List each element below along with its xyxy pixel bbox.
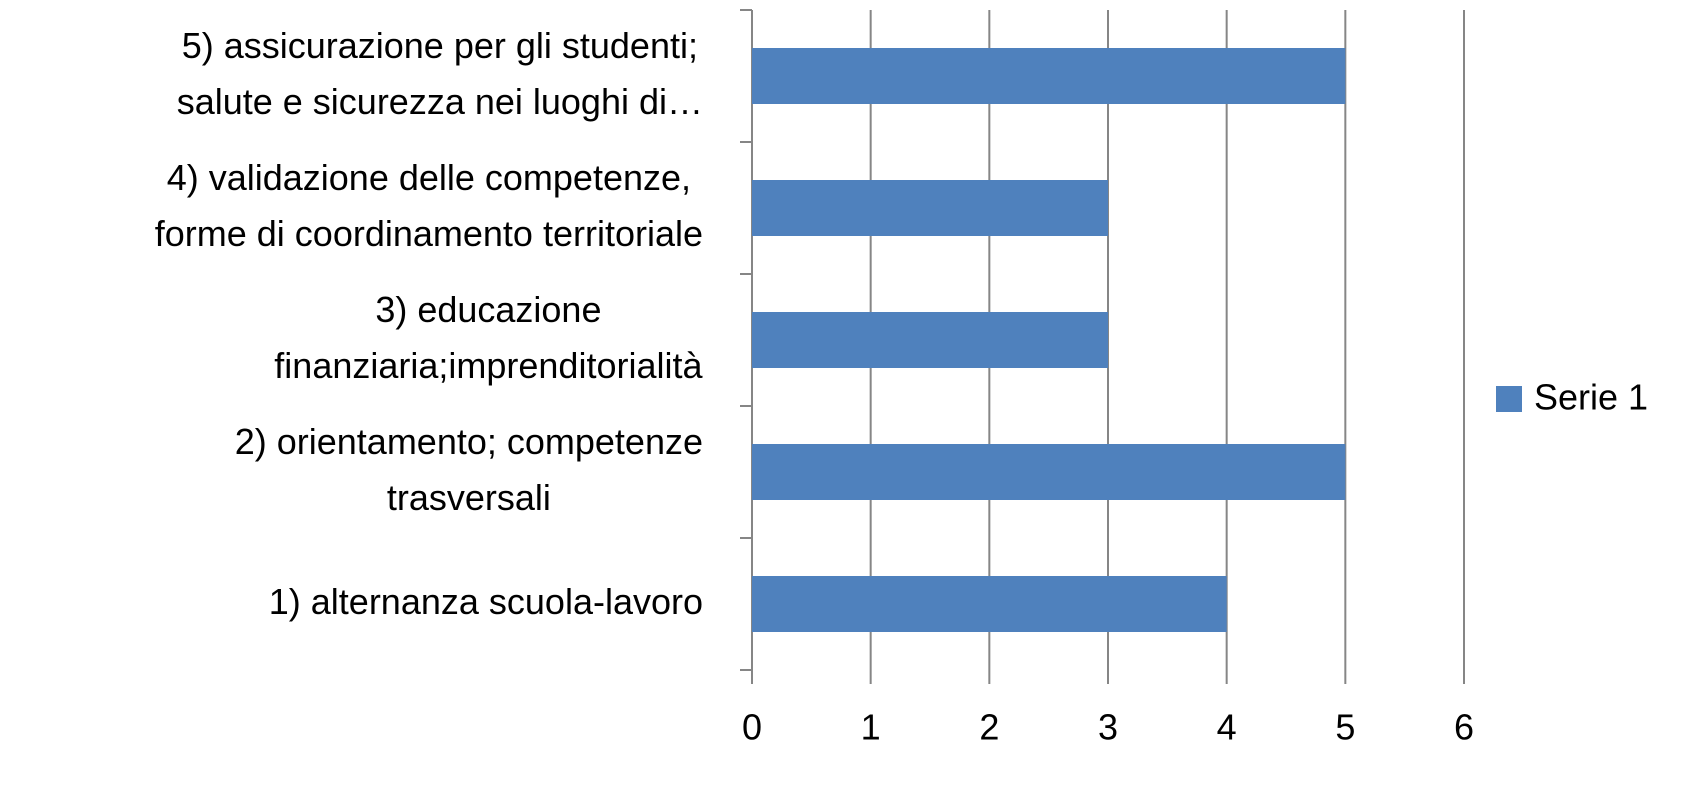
- y-tick-label: 1) alternanza scuola-lavoro: [269, 581, 703, 622]
- y-tick-label: 5) assicurazione per gli studenti; salute…: [177, 25, 703, 122]
- bar: [752, 444, 1346, 500]
- bar: [752, 576, 1227, 632]
- x-tick-label: 3: [1098, 707, 1118, 748]
- legend-swatch: [1496, 386, 1522, 412]
- label-line: 4) validazione delle competenze,: [167, 157, 691, 198]
- label-line: 2) orientamento; competenze: [235, 421, 703, 462]
- label-line: finanziaria;imprenditorialità: [274, 345, 703, 386]
- x-tick-label: 1: [861, 707, 881, 748]
- x-tick-label: 4: [1217, 707, 1237, 748]
- x-tick-label: 6: [1454, 707, 1474, 748]
- x-tick-label: 0: [742, 707, 762, 748]
- y-tick-label: 2) orientamento; competenze trasversali: [235, 421, 703, 518]
- label-line: 1) alternanza scuola-lavoro: [269, 581, 703, 622]
- y-tick-label: 4) validazione delle competenze, forme di…: [155, 157, 703, 254]
- bar: [752, 180, 1108, 236]
- label-line: salute e sicurezza nei luoghi di…: [177, 81, 703, 122]
- label-line: 5) assicurazione per gli studenti;: [182, 25, 698, 66]
- legend-label: Serie 1: [1534, 377, 1648, 418]
- label-line: forme di coordinamento territoriale: [155, 213, 703, 254]
- label-line: 3) educazione: [375, 289, 601, 330]
- x-tick-label: 5: [1335, 707, 1355, 748]
- y-tick-label: 3) educazione finanziaria;imprenditoriali…: [274, 289, 703, 386]
- bar: [752, 312, 1108, 368]
- label-line: trasversali: [387, 477, 551, 518]
- bar: [752, 48, 1346, 104]
- x-tick-label: 2: [979, 707, 999, 748]
